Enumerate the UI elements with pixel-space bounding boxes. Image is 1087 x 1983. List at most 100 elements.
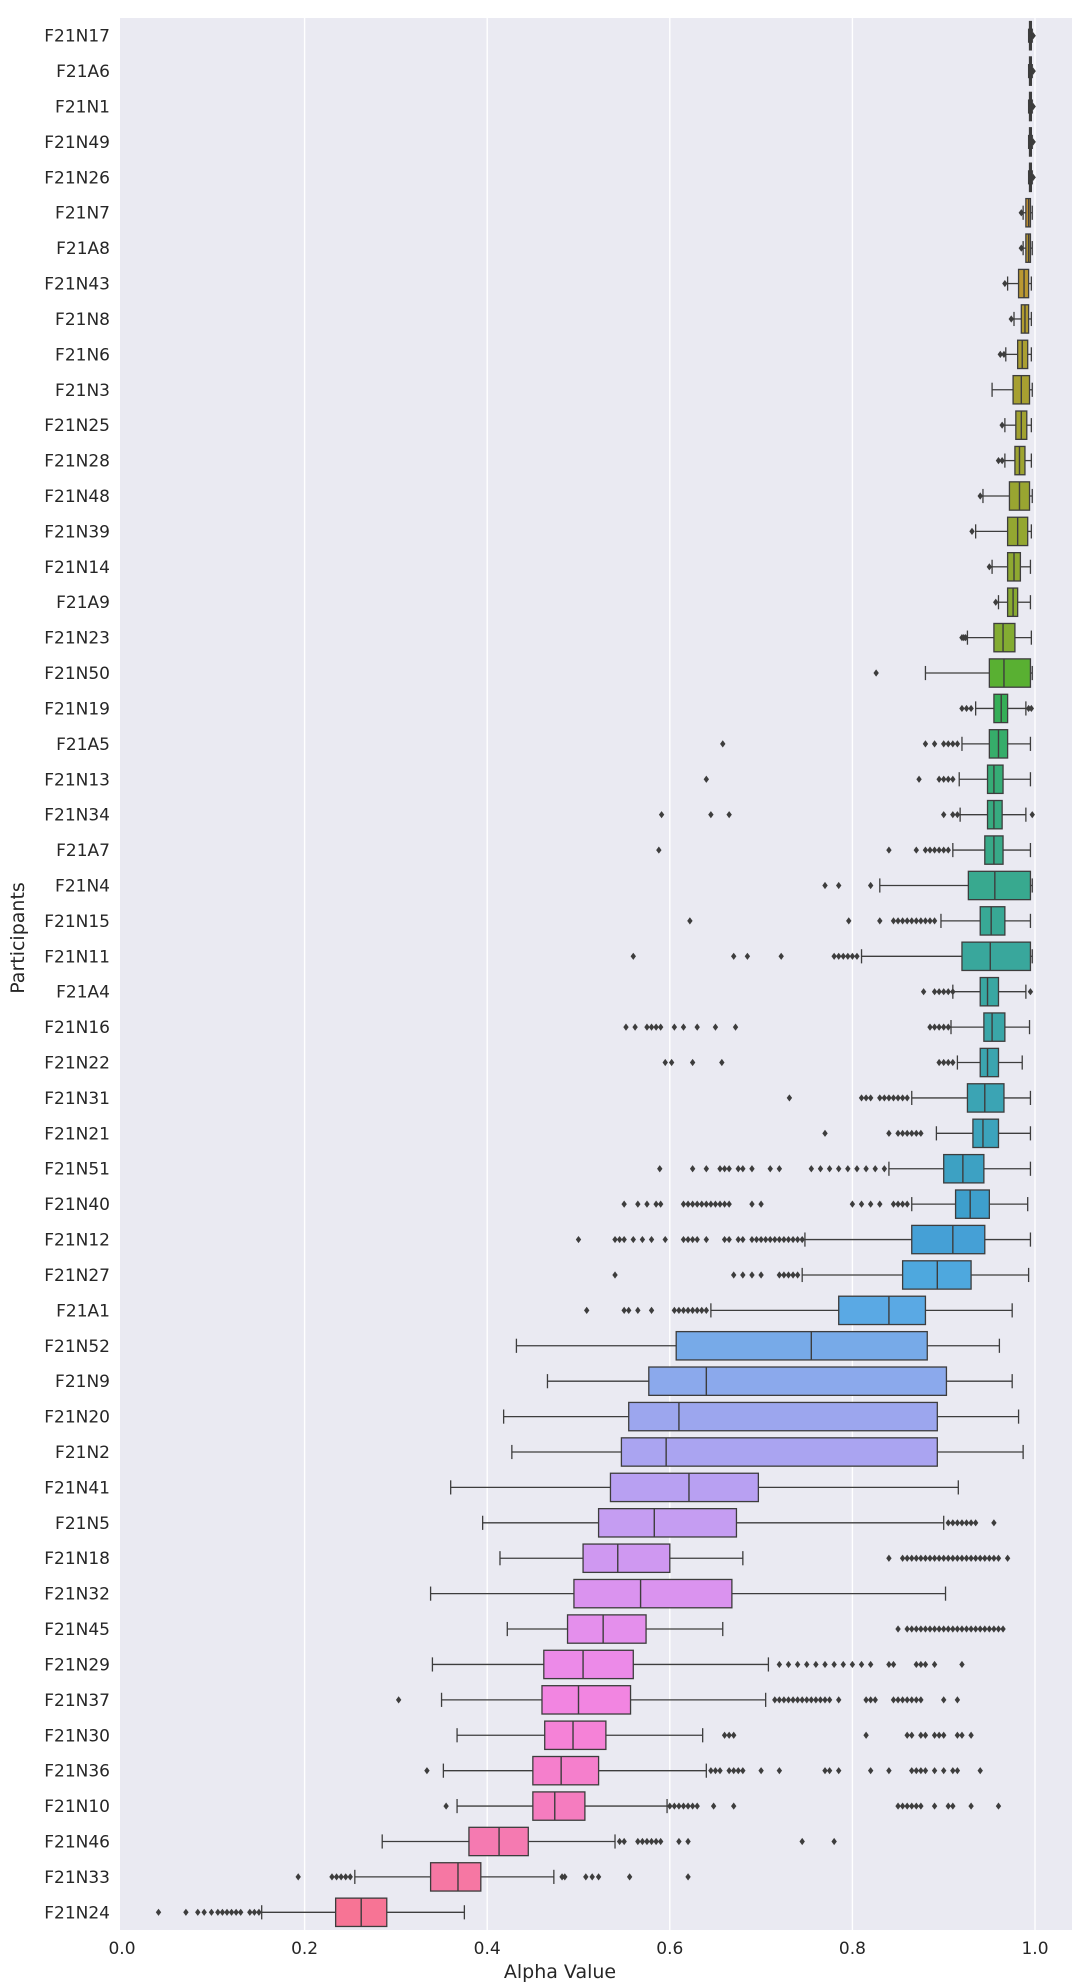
- outlier-point: [945, 1625, 951, 1633]
- box-group: [1027, 20, 1036, 51]
- box-group: [786, 1083, 1032, 1113]
- box-group: [623, 1012, 1031, 1042]
- outlier-point: [781, 1235, 787, 1244]
- y-tick-label: F21N21: [44, 1124, 110, 1144]
- outlier-point: [854, 1165, 860, 1173]
- box-group: [499, 1543, 1011, 1574]
- outlier-point: [621, 1235, 627, 1244]
- outlier-point: [918, 1660, 924, 1669]
- outlier-point: [849, 1200, 856, 1208]
- outlier-point: [986, 1554, 993, 1562]
- box-group: [1027, 56, 1036, 86]
- outlier-point: [968, 1802, 974, 1810]
- outlier-point: [881, 1094, 888, 1102]
- outlier-point: [785, 1660, 792, 1669]
- y-tick-label: F21N9: [55, 1372, 110, 1392]
- x-tick-label: 0.0: [108, 1939, 135, 1959]
- outlier-point: [886, 1767, 892, 1775]
- outlier-point: [201, 1908, 207, 1916]
- box: [979, 976, 1000, 1007]
- y-tick-label: F21N8: [55, 310, 110, 330]
- box-group: [999, 410, 1032, 440]
- y-tick-label: F21N39: [44, 522, 110, 542]
- outlier-point: [1025, 704, 1032, 713]
- outlier-point: [595, 1873, 602, 1881]
- outlier-point: [922, 1625, 929, 1633]
- box: [838, 1295, 927, 1326]
- outlier-point: [904, 1200, 910, 1208]
- outlier-point: [726, 811, 732, 819]
- outlier-point: [995, 1625, 1002, 1633]
- outlier-point: [653, 1023, 659, 1031]
- outlier-point: [927, 846, 933, 854]
- outlier-point: [648, 1837, 655, 1846]
- outlier-point: [945, 988, 951, 996]
- outlier-point: [945, 1802, 951, 1810]
- outlier-point: [794, 1696, 801, 1704]
- outlier-point: [941, 988, 947, 996]
- outlier-point: [621, 1200, 627, 1208]
- outlier-point: [195, 1908, 201, 1916]
- y-tick-label: F21A5: [56, 735, 110, 755]
- y-tick-label: F21N31: [44, 1089, 110, 1109]
- outlier-point: [945, 1058, 951, 1067]
- outlier-point: [799, 1235, 805, 1244]
- outlier-point: [772, 1696, 778, 1704]
- outlier-point: [936, 988, 942, 996]
- box: [986, 799, 1003, 830]
- outlier-point: [945, 1023, 951, 1031]
- outlier-point: [959, 704, 965, 713]
- outlier-point: [735, 1235, 741, 1244]
- box-group: [481, 1508, 997, 1538]
- y-tick-label: F21N6: [55, 345, 110, 365]
- outlier-point: [941, 1023, 947, 1031]
- box-group: [546, 1366, 1013, 1396]
- outlier-point: [813, 1696, 819, 1704]
- outlier-point: [899, 1696, 906, 1704]
- outlier-point: [826, 1696, 833, 1704]
- outlier-point: [685, 1306, 691, 1314]
- outlier-point: [968, 1554, 974, 1562]
- box: [544, 1720, 607, 1751]
- box-group: [630, 941, 1033, 972]
- outlier-point: [776, 1660, 783, 1669]
- outlier-point: [776, 1165, 783, 1173]
- outlier-point: [872, 1696, 878, 1704]
- outlier-point: [890, 1660, 897, 1669]
- outlier-point: [927, 1625, 933, 1633]
- outlier-point: [630, 1235, 636, 1244]
- outlier-point: [922, 1554, 929, 1562]
- outlier-point: [950, 1058, 956, 1067]
- outlier-point: [950, 1519, 956, 1527]
- outlier-point: [904, 1731, 910, 1739]
- box-group: [395, 1685, 961, 1715]
- outlier-point: [858, 1200, 865, 1208]
- outlier-point: [676, 1802, 682, 1810]
- outlier-point: [648, 1023, 655, 1031]
- outlier-point: [626, 1873, 633, 1881]
- box-group: [431, 1649, 965, 1680]
- outlier-point: [662, 1235, 668, 1244]
- outlier-point: [772, 1235, 778, 1244]
- outlier-point: [846, 917, 852, 925]
- outlier-point: [922, 917, 929, 925]
- outlier-point: [767, 1235, 773, 1244]
- outlier-point: [726, 1200, 732, 1208]
- outlier-point: [913, 1129, 920, 1137]
- y-tick-label: F21N49: [44, 133, 110, 153]
- y-tick-label: F21N27: [44, 1266, 110, 1286]
- outlier-point: [913, 1696, 920, 1704]
- outlier-point: [668, 1058, 675, 1067]
- outlier-point: [997, 350, 1004, 358]
- outlier-point: [731, 1802, 737, 1810]
- outlier-point: [867, 1660, 874, 1669]
- box-group: [1027, 91, 1036, 122]
- outlier-point: [753, 1235, 760, 1244]
- outlier-point: [954, 1625, 961, 1633]
- outlier-point: [685, 1837, 691, 1846]
- outlier-point: [867, 1094, 874, 1102]
- outlier-point: [808, 1165, 815, 1173]
- outlier-point: [877, 1094, 883, 1102]
- outlier-point: [621, 1837, 627, 1846]
